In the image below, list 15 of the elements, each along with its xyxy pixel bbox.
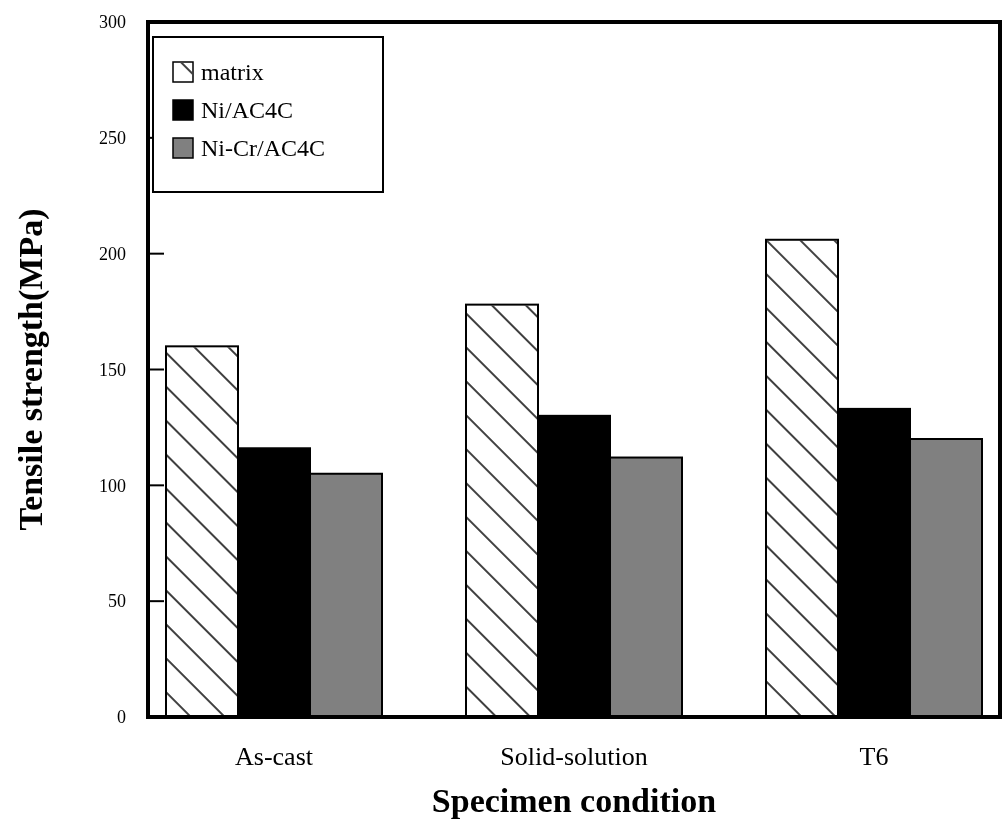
x-tick-label: T6 bbox=[859, 742, 889, 771]
y-tick-label: 150 bbox=[99, 359, 126, 380]
y-axis-title: Tensile strength(MPa) bbox=[12, 208, 50, 531]
x-tick-label: As-cast bbox=[235, 742, 314, 771]
legend-label: Ni/AC4C bbox=[201, 97, 294, 124]
legend-label: Ni-Cr/AC4C bbox=[201, 135, 326, 162]
x-tick-label: Solid-solution bbox=[500, 742, 648, 771]
y-tick-label: 200 bbox=[99, 243, 126, 264]
y-tick-label: 50 bbox=[108, 591, 126, 612]
x-axis-title: Specimen condition bbox=[431, 782, 717, 819]
y-tick-label: 300 bbox=[99, 12, 126, 33]
y-tick-label: 250 bbox=[99, 128, 126, 149]
y-tick-label: 100 bbox=[99, 475, 126, 496]
y-tick-label: 0 bbox=[117, 707, 126, 728]
legend-label: matrix bbox=[201, 59, 264, 86]
